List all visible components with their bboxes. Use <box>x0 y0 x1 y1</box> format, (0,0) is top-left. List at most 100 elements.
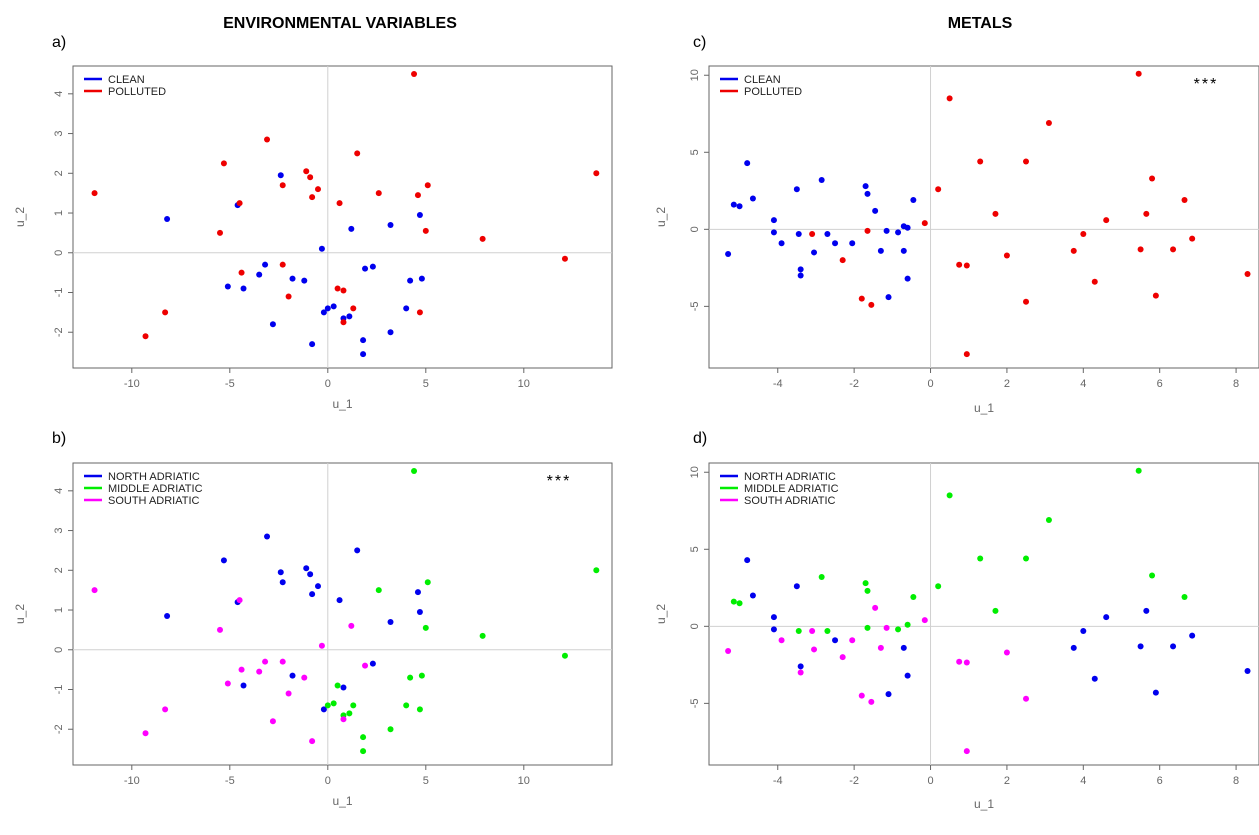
x-tick-label: -5 <box>225 378 235 390</box>
x-tick-label: -2 <box>849 775 859 787</box>
data-point-polluted <box>593 170 600 177</box>
data-point-middle-adriatic <box>910 594 917 601</box>
data-point-south-adriatic <box>236 597 243 604</box>
data-point-polluted <box>91 190 98 197</box>
data-point-clean <box>749 195 756 202</box>
panel-d-metals-regions: d) -4 -2 0 2 4 6 8 -5 0 5 10 u_1 u_2 NORTH ADRIATICMID… <box>654 430 1259 811</box>
data-point-south-adriatic <box>956 658 963 665</box>
data-point-clean <box>885 294 892 301</box>
data-point-polluted <box>479 235 486 242</box>
x-tick-label: 4 <box>1080 378 1086 390</box>
x-tick-label: -5 <box>225 775 235 787</box>
data-point-clean <box>262 261 269 268</box>
data-point-middle-adriatic <box>1045 517 1052 524</box>
data-point-middle-adriatic <box>864 624 871 631</box>
data-point-middle-adriatic <box>418 672 425 679</box>
data-point-middle-adriatic <box>422 624 429 631</box>
x-tick-label: 0 <box>927 378 933 390</box>
plot-frame <box>72 462 613 766</box>
data-point-clean <box>224 283 231 290</box>
y-tick-label: 1 <box>53 210 65 216</box>
data-point-middle-adriatic <box>360 748 367 755</box>
data-point-clean <box>895 229 902 236</box>
x-tick-label: 10 <box>518 775 530 787</box>
data-point-clean <box>418 275 425 282</box>
data-point-north-adriatic <box>797 663 804 670</box>
data-point-north-adriatic <box>303 565 310 572</box>
data-point-north-adriatic <box>387 618 394 625</box>
x-axis-label: u_1 <box>974 797 994 811</box>
x-tick-label: 4 <box>1080 775 1086 787</box>
y-tick-label: 3 <box>53 130 65 136</box>
data-point-clean <box>795 230 802 237</box>
data-point-clean <box>324 305 331 312</box>
data-point-polluted <box>1091 278 1098 285</box>
data-point-south-adriatic <box>963 659 970 666</box>
data-point-clean <box>832 240 839 247</box>
data-point-middle-adriatic <box>350 702 357 709</box>
data-point-middle-adriatic <box>407 674 414 681</box>
data-point-clean <box>269 321 276 328</box>
data-point-clean <box>862 183 869 190</box>
data-point-polluted <box>217 229 223 236</box>
data-point-polluted <box>1181 197 1188 204</box>
panel-letter: b) <box>52 430 66 447</box>
data-point-north-adriatic <box>354 547 361 554</box>
data-point-south-adriatic <box>285 690 292 697</box>
data-point-south-adriatic <box>301 674 308 681</box>
data-point-clean <box>849 240 856 247</box>
data-point-clean <box>346 313 353 320</box>
data-point-polluted <box>1045 120 1052 127</box>
data-point-polluted <box>279 261 286 268</box>
x-tick-label: 5 <box>423 775 429 787</box>
data-point-north-adriatic <box>289 672 296 679</box>
data-point-south-adriatic <box>217 626 223 633</box>
data-point-north-adriatic <box>416 609 423 616</box>
data-point-middle-adriatic <box>360 734 367 741</box>
data-point-polluted <box>1149 175 1156 182</box>
y-tick-label: 4 <box>53 91 65 97</box>
data-point-north-adriatic <box>340 684 347 691</box>
data-point-polluted <box>1152 292 1159 299</box>
data-point-clean <box>797 266 804 273</box>
data-point-middle-adriatic <box>324 702 331 709</box>
x-tick-label: 6 <box>1157 775 1163 787</box>
data-point-clean <box>818 177 825 184</box>
y-tick-label: 0 <box>689 623 701 629</box>
data-point-polluted <box>963 262 970 269</box>
x-tick-label: 5 <box>423 378 429 390</box>
data-point-north-adriatic <box>1189 632 1196 639</box>
data-point-middle-adriatic <box>375 587 382 594</box>
data-point-clean <box>778 240 785 247</box>
data-point-north-adriatic <box>900 644 907 651</box>
data-point-north-adriatic <box>369 660 376 667</box>
legend-label: NORTH ADRIATIC <box>744 471 836 483</box>
data-point-clean <box>904 275 911 282</box>
data-point-polluted <box>142 333 149 340</box>
y-tick-label: -1 <box>53 288 65 298</box>
y-axis-label: u_2 <box>13 207 27 227</box>
data-point-clean <box>348 225 355 232</box>
data-point-clean <box>403 305 410 312</box>
significance-marker: *** <box>547 473 572 490</box>
data-point-clean <box>256 271 263 278</box>
x-tick-label: 2 <box>1004 378 1010 390</box>
data-point-north-adriatic <box>307 571 314 578</box>
data-point-south-adriatic <box>725 647 732 654</box>
data-point-polluted <box>1135 70 1142 77</box>
data-point-north-adriatic <box>793 583 800 590</box>
data-point-south-adriatic <box>309 738 316 745</box>
data-point-clean <box>360 337 367 344</box>
data-point-polluted <box>411 70 418 77</box>
data-point-clean <box>883 227 890 234</box>
data-point-polluted <box>336 200 343 207</box>
data-point-north-adriatic <box>770 626 777 633</box>
data-point-south-adriatic <box>868 698 875 705</box>
data-point-polluted <box>839 257 846 264</box>
data-point-south-adriatic <box>318 642 325 649</box>
x-tick-label: -2 <box>849 378 859 390</box>
data-point-south-adriatic <box>162 706 169 713</box>
data-point-clean <box>318 245 325 252</box>
right-column-title: METALS <box>948 15 1013 32</box>
